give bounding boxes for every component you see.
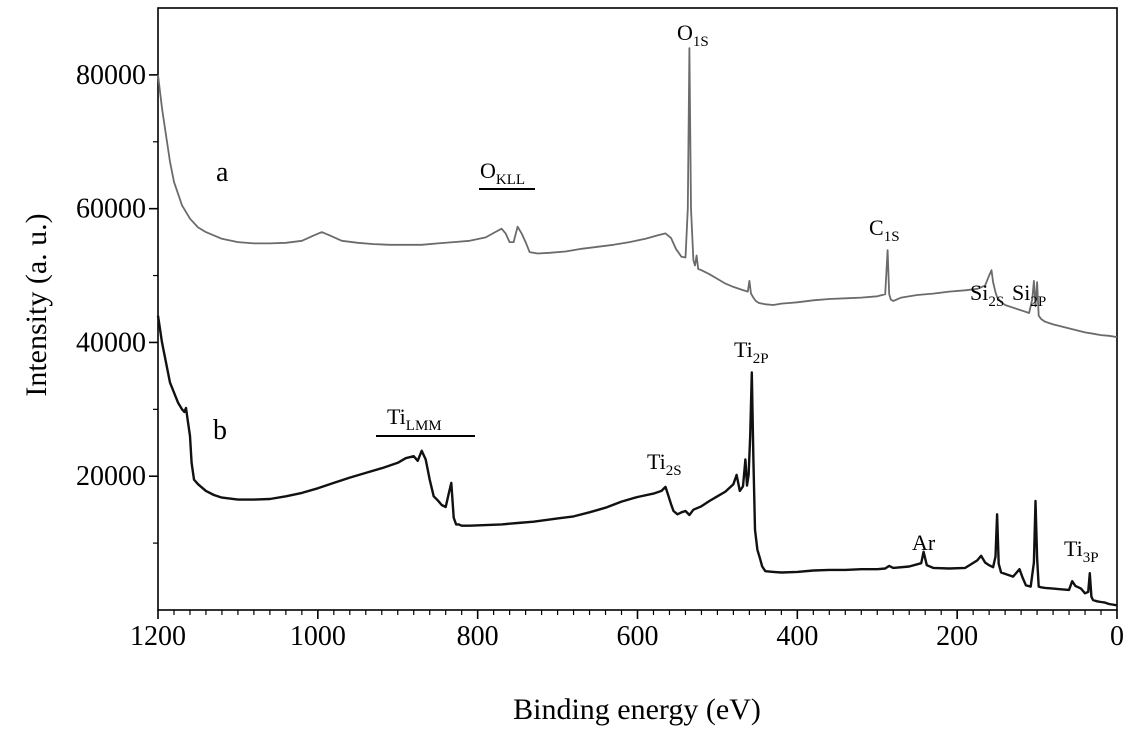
x-tick-label: 600 bbox=[617, 621, 659, 652]
y-tick-label: 80000 bbox=[76, 60, 146, 91]
si2s-label: Si2S bbox=[970, 280, 1004, 310]
y-tick-label: 40000 bbox=[76, 327, 146, 358]
y-tick-label: 20000 bbox=[76, 461, 146, 492]
series-a-label: a bbox=[216, 157, 229, 188]
tilmm-label: TiLMM bbox=[387, 404, 442, 434]
x-tick-label: 1000 bbox=[290, 621, 346, 652]
y-axis-title: Intensity (a. u.) bbox=[20, 213, 53, 396]
ar-label: Ar bbox=[912, 530, 936, 555]
plot-frame bbox=[157, 7, 1118, 611]
x-tick-label: 0 bbox=[1110, 621, 1124, 652]
x-tick-label: 800 bbox=[457, 621, 499, 652]
ti2p-label: Ti2P bbox=[734, 337, 769, 367]
okll-label: OKLL bbox=[480, 158, 525, 188]
c1s-label: C1S bbox=[869, 215, 900, 245]
series-layer bbox=[156, 47, 1118, 607]
x-tick-label: 1200 bbox=[130, 621, 186, 652]
series-a-line bbox=[157, 47, 1118, 338]
x-tick-label: 400 bbox=[776, 621, 818, 652]
series-b-line bbox=[156, 315, 1118, 607]
o1s-label: O1S bbox=[677, 20, 709, 50]
ti3p-label: Ti3P bbox=[1064, 536, 1099, 566]
y-tick-label: 60000 bbox=[76, 194, 146, 225]
si2p-label: Si2P bbox=[1012, 280, 1046, 310]
y-axis: 20000 40000 60000 80000 bbox=[76, 60, 158, 544]
series-b-label: b bbox=[213, 415, 227, 446]
peak-annotations: a b O1S OKLL C1S Si2S Si2P Ti2P TiLMM Ti… bbox=[213, 20, 1099, 566]
ti2s-label: Ti2S bbox=[647, 449, 682, 479]
x-axis-title: Binding energy (eV) bbox=[513, 693, 761, 726]
plot-area: 1200 1000 800 600 400 200 0 20000 40000 60000 800… bbox=[76, 7, 1124, 652]
x-axis: 1200 1000 800 600 400 200 0 bbox=[130, 610, 1124, 652]
x-tick-label: 200 bbox=[936, 621, 978, 652]
